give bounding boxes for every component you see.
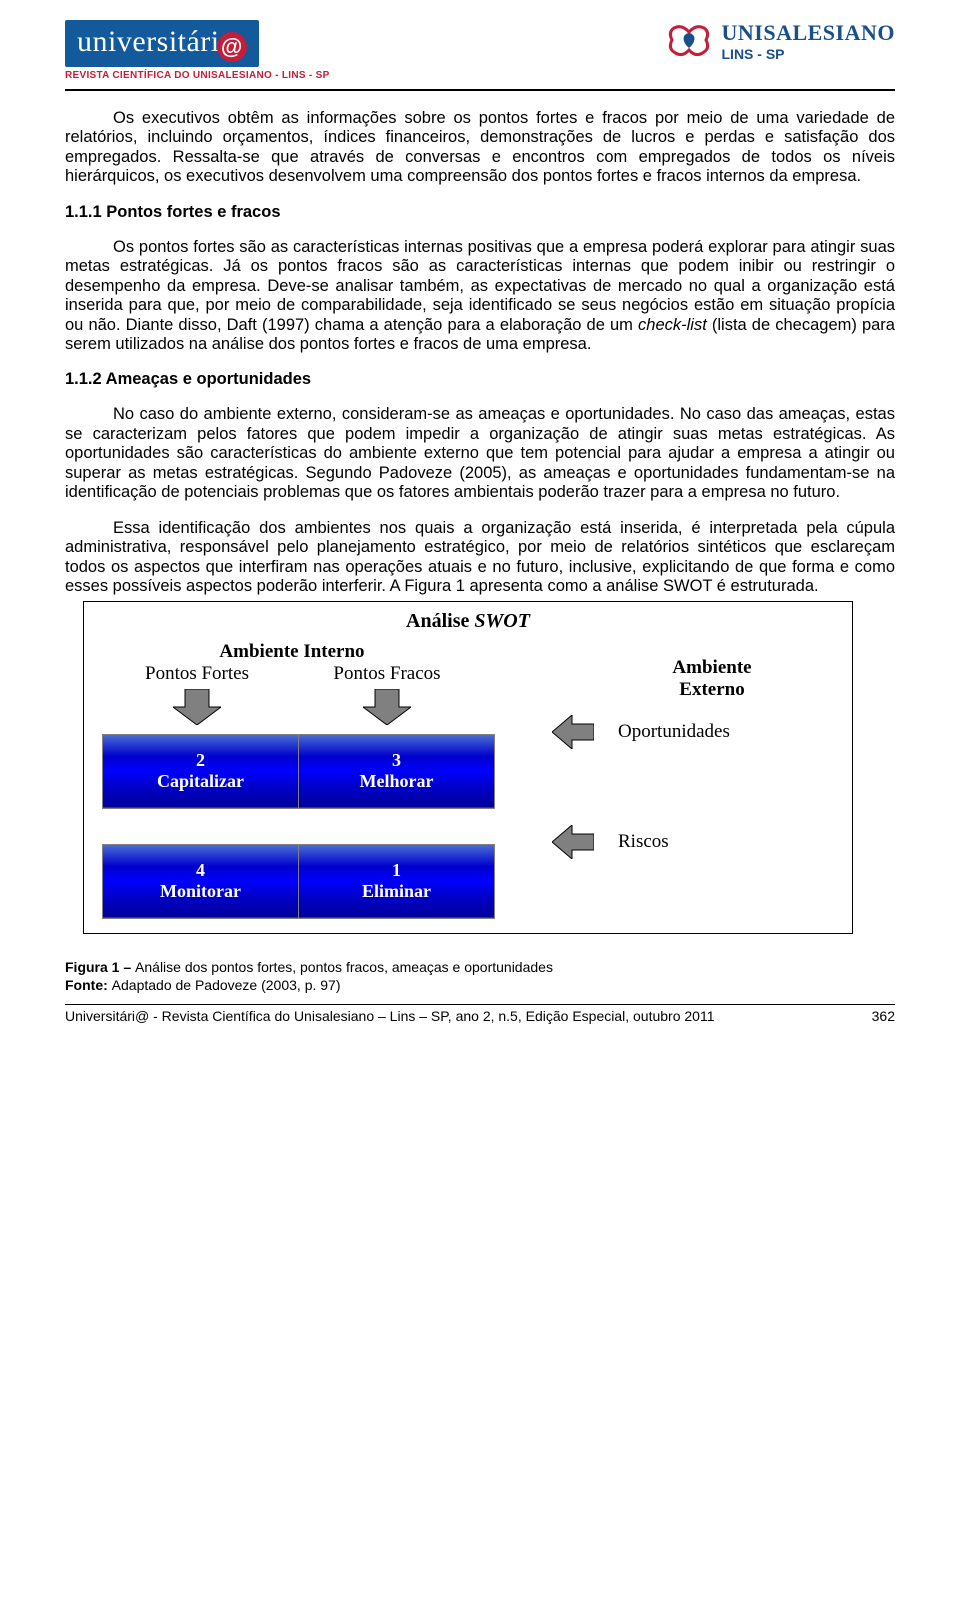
logo-left-box: universitári@ (65, 20, 259, 67)
logo-right-title: UNISALESIANO (722, 20, 896, 46)
swot-grid: 2 Capitalizar 3 Melhorar 4 Monitorar (102, 734, 495, 919)
swot-cell-monitorar: 4 Monitorar (103, 844, 299, 918)
swot-title-prefix: Análise (406, 610, 474, 632)
swot-row1-label: Oportunidades (618, 721, 730, 743)
paragraph-3: No caso do ambiente externo, consideram-… (65, 405, 895, 502)
figure-label: Figura 1 – (65, 959, 135, 975)
arrow-down-icon (173, 689, 221, 725)
arrow-left-icon (552, 715, 594, 749)
swot-right-labels: Oportunidades Riscos (522, 685, 730, 879)
swot-cell-eliminar: 1 Eliminar (299, 844, 495, 918)
paragraph-2: Os pontos fortes são as características … (65, 238, 895, 355)
logo-right: UNISALESIANO LINS - SP (615, 20, 895, 62)
paragraph-1: Os executivos obtêm as informações sobre… (65, 109, 895, 187)
arrow-down-icon (363, 689, 411, 725)
swot-row2-label: Riscos (618, 831, 669, 853)
header-divider (65, 89, 895, 91)
swot-cell-melhorar: 3 Melhorar (299, 734, 495, 808)
swot-cell-label: Melhorar (360, 771, 434, 791)
page-number: 362 (872, 1008, 895, 1024)
heading-2: 1.1.2 Ameaças e oportunidades (65, 370, 895, 389)
logo-left-subtitle: REVISTA CIENTÍFICA DO UNISALESIANO - LIN… (65, 70, 375, 81)
swot-internal-label: Ambiente Interno (102, 641, 482, 663)
unisalesiano-icon (664, 20, 714, 62)
figure-caption: Figura 1 – Análise dos pontos fortes, po… (65, 958, 895, 994)
paragraph-4: Essa identificação dos ambientes nos qua… (65, 519, 895, 597)
figure-source-text: Adaptado de Padoveze (2003, p. 97) (112, 977, 341, 993)
swot-cell-num: 2 (103, 750, 298, 772)
logo-left: universitári@ REVISTA CIENTÍFICA DO UNIS… (65, 20, 375, 81)
swot-title: Análise SWOT (102, 610, 834, 633)
swot-col1-header: Pontos Fortes (102, 663, 292, 685)
page-footer: Universitári@ - Revista Científica do Un… (65, 1004, 895, 1024)
figure-source-label: Fonte: (65, 977, 112, 993)
heading-1: 1.1.1 Pontos fortes e fracos (65, 203, 895, 222)
swot-diagram: Análise SWOT Ambiente Interno Pontos For… (83, 601, 853, 934)
at-icon: @ (217, 32, 247, 62)
paragraph-2-italic: check-list (638, 316, 707, 334)
logo-right-subtitle: LINS - SP (722, 46, 896, 62)
swot-cell-label: Monitorar (160, 881, 241, 901)
swot-cell-num: 4 (103, 860, 298, 882)
swot-cell-num: 1 (299, 860, 494, 882)
swot-title-italic: SWOT (474, 610, 530, 632)
swot-cell-label: Eliminar (362, 881, 431, 901)
logo-left-text: universitári (77, 25, 220, 58)
swot-cell-num: 3 (299, 750, 494, 772)
swot-external-label: Ambiente Externo (652, 657, 772, 701)
figure-text: Análise dos pontos fortes, pontos fracos… (135, 959, 553, 975)
swot-col2-header: Pontos Fracos (292, 663, 482, 685)
swot-cell-capitalizar: 2 Capitalizar (103, 734, 299, 808)
arrow-left-icon (552, 825, 594, 859)
footer-text: Universitári@ - Revista Científica do Un… (65, 1008, 715, 1024)
swot-down-arrows (102, 689, 522, 730)
page-header: universitári@ REVISTA CIENTÍFICA DO UNIS… (65, 20, 895, 81)
swot-cell-label: Capitalizar (157, 771, 244, 791)
